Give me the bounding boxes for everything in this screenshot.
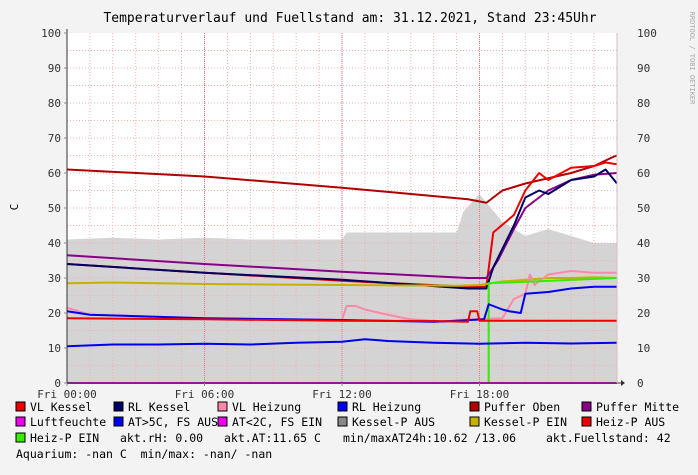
legend-text-outside-temp: akt.AT:11.65 C: [224, 431, 321, 445]
legend-label-puffer-oben: Puffer Oben: [484, 400, 560, 414]
legend-label-rl-heizung: RL Heizung: [352, 400, 421, 414]
legend-label-luftfeuchte: Luftfeuchte: [30, 415, 106, 429]
y-tick-label: 10: [48, 342, 61, 355]
y-tick-label-right: 60: [637, 167, 650, 180]
y-tick-label-right: 80: [637, 97, 650, 110]
legend-label-vl-heizung: VL Heizung: [232, 400, 301, 414]
y-tick-label-right: 40: [637, 237, 650, 250]
legend-swatch-rl-kessel: [113, 401, 124, 412]
legend-label-heiz-p-ein: Heiz-P EIN: [30, 431, 99, 445]
legend-swatch-heiz-p-aus: [581, 416, 592, 427]
legend-swatch-vl-kessel: [15, 401, 26, 412]
y-axis-label: C: [8, 204, 21, 211]
legend-text-minmax: min/maxAT24h:10.62 /13.06: [343, 431, 516, 445]
y-tick-label-right: 0: [637, 377, 644, 390]
series-line-at-5c-fs-aus: [66, 338, 618, 348]
series-line-rl-kessel: [66, 168, 618, 290]
legend-text-humidity: akt.rH: 0.00: [120, 431, 203, 445]
footer-aquarium: Aquarium: -nan C min/max: -nan/ -nan: [16, 447, 272, 461]
y-tick-label-right: 20: [637, 307, 650, 320]
watermark: RRDTOOL / TOBI OETIKER: [688, 12, 696, 106]
y-tick-label-right: 90: [637, 62, 650, 75]
legend-label-puffer-mitte: Puffer Mitte: [596, 400, 679, 414]
legend-text-fill-level: akt.Fuellstand: 42: [546, 431, 671, 445]
y-tick-label: 20: [48, 307, 61, 320]
y-tick-label-right: 30: [637, 272, 650, 285]
x-tick-label: Fri 12:00: [312, 388, 372, 401]
legend-swatch-luftfeuchte: [15, 416, 26, 427]
y-tick-label: 70: [48, 132, 61, 145]
legend-label-at-5c-fs-aus: AT>5C, FS AUS: [128, 415, 218, 429]
x-tick-label: Fri 18:00: [450, 388, 510, 401]
legend-label-heiz-p-aus: Heiz-P AUS: [596, 415, 665, 429]
legend-swatch-puffer-mitte: [581, 401, 592, 412]
y-tick-label: 100: [41, 27, 61, 40]
y-tick-label: 50: [48, 202, 61, 215]
y-tick-label-right: 50: [637, 202, 650, 215]
y-tick-label-right: 10: [637, 342, 650, 355]
legend-label-rl-kessel: RL Kessel: [128, 400, 190, 414]
chart-title: Temperaturverlauf und Fuellstand am: 31.…: [103, 11, 596, 26]
x-tick-label: Fri 00:00: [37, 388, 97, 401]
x-axis-arrow: [621, 380, 625, 386]
legend-swatch-kessel-p-aus: [337, 416, 348, 427]
legend-swatch-heiz-p-ein: [15, 432, 26, 443]
y-tick-label: 90: [48, 62, 61, 75]
legend-swatch-vl-heizung: [217, 401, 228, 412]
legend-swatch-at-5c-fs-aus: [113, 416, 124, 427]
y-tick-label-right: 100: [637, 27, 657, 40]
legend-swatch-puffer-oben: [469, 401, 480, 412]
y-tick-label: 60: [48, 167, 61, 180]
legend-swatch-rl-heizung: [337, 401, 348, 412]
y-tick-label: 40: [48, 237, 61, 250]
y-tick-label: 30: [48, 272, 61, 285]
y-tick-label: 0: [54, 377, 61, 390]
y-tick-label: 80: [48, 97, 61, 110]
x-tick-label: Fri 06:00: [175, 388, 235, 401]
legend-label-kessel-p-aus: Kessel-P AUS: [352, 415, 435, 429]
legend-label-vl-kessel: VL Kessel: [30, 400, 92, 414]
series-line-heiz-p-aus: [66, 310, 617, 323]
y-tick-label-right: 70: [637, 132, 650, 145]
legend-swatch-kessel-p-ein: [469, 416, 480, 427]
legend-swatch-at-2c-fs-ein: [217, 416, 228, 427]
legend-label-kessel-p-ein: Kessel-P EIN: [484, 415, 567, 429]
legend-label-at-2c-fs-ein: AT<2C, FS EIN: [232, 415, 322, 429]
